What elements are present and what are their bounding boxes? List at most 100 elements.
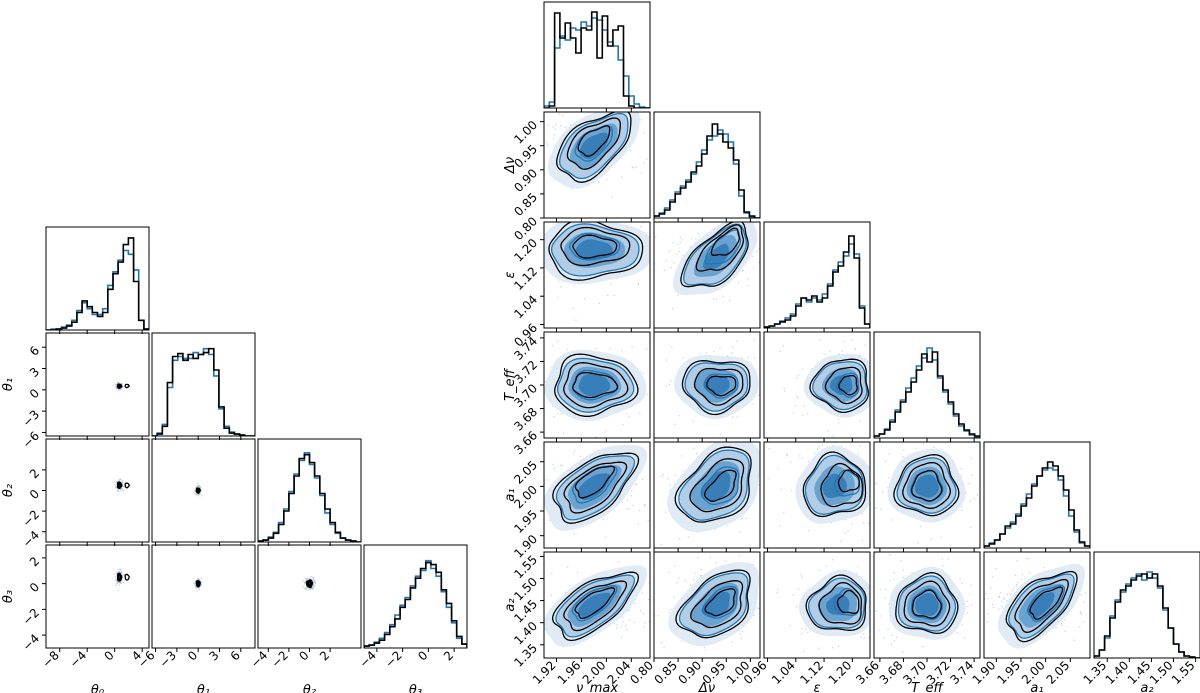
- scatter-point: [754, 357, 756, 359]
- scatter-point: [630, 495, 632, 497]
- scatter-point: [967, 605, 969, 608]
- scatter-point: [540, 374, 541, 375]
- scatter-point: [821, 444, 824, 446]
- scatter-point: [655, 595, 656, 596]
- scatter-point: [753, 339, 755, 342]
- scatter-point: [670, 379, 672, 382]
- x-tick-label: −8: [39, 648, 61, 670]
- scatter-point: [768, 377, 769, 378]
- scatter-point: [682, 469, 684, 472]
- scatter-point: [193, 582, 195, 584]
- scatter-point: [638, 509, 641, 512]
- scatter-point: [654, 105, 655, 106]
- y-tick-label: 2: [27, 554, 42, 569]
- scatter-point: [769, 620, 770, 621]
- scatter-point: [854, 671, 855, 672]
- scatter-point: [511, 142, 512, 143]
- scatter-point: [959, 578, 961, 580]
- scatter-point: [978, 589, 979, 590]
- scatter-point: [613, 623, 616, 625]
- scatter-point: [193, 491, 195, 493]
- x-tick-label: −3: [157, 648, 179, 670]
- scatter-point: [872, 521, 873, 522]
- panel-frame: [763, 441, 871, 549]
- x-tick-label: 3.74: [947, 658, 976, 687]
- scatter-point: [117, 493, 119, 495]
- scatter-point: [708, 215, 709, 216]
- scatter-point: [641, 478, 644, 480]
- x-axis-label-a1: a₁: [1030, 681, 1043, 693]
- scatter-point: [118, 478, 120, 481]
- scatter-point: [640, 615, 641, 616]
- scatter-point: [566, 210, 567, 211]
- scatter-point: [746, 285, 749, 287]
- scatter-point: [553, 416, 556, 418]
- scatter-point: [546, 144, 548, 146]
- scatter-point: [652, 523, 653, 524]
- contour-black: [836, 589, 860, 614]
- scatter-point: [767, 478, 769, 480]
- scatter-point: [682, 254, 684, 256]
- contour-black: [837, 469, 860, 493]
- scatter-point: [660, 481, 661, 482]
- scatter-point: [756, 250, 758, 253]
- scatter-point: [583, 298, 586, 300]
- scatter-point: [660, 268, 661, 269]
- scatter-point: [573, 216, 574, 217]
- scatter-point: [117, 490, 120, 492]
- scatter-point: [738, 555, 741, 557]
- scatter-point: [807, 631, 809, 634]
- scatter-point: [956, 632, 958, 634]
- scatter-point: [662, 276, 663, 277]
- scatter-point: [536, 485, 537, 486]
- contour-black: [117, 483, 122, 488]
- panel-frame: [257, 544, 362, 649]
- scatter-point: [969, 500, 972, 502]
- scatter-point: [966, 612, 969, 614]
- contour-black: [893, 454, 960, 517]
- contour-black: [196, 488, 200, 493]
- scatter-point: [631, 346, 633, 348]
- histogram-theta3-black: [364, 561, 467, 648]
- scatter-point: [643, 132, 645, 134]
- panel-theta2-theta0: −4−2 0 2: [20, 438, 150, 550]
- density-fill: [703, 375, 730, 396]
- scatter-point: [697, 425, 698, 426]
- scatter-point: [305, 588, 307, 590]
- scatter-point: [460, 444, 461, 445]
- scatter-point: [801, 627, 803, 630]
- scatter-point: [838, 353, 840, 355]
- scatter-point: [618, 561, 620, 563]
- scatter-point: [199, 492, 202, 495]
- scatter-point: [304, 583, 306, 585]
- scatter-point: [831, 647, 834, 649]
- scatter-point: [115, 383, 117, 386]
- scatter-point: [669, 389, 670, 390]
- scatter-point: [891, 634, 893, 637]
- scatter-point: [837, 418, 840, 420]
- scatter-point: [196, 495, 199, 497]
- contour-blue: [678, 572, 749, 637]
- scatter-point: [552, 344, 554, 347]
- histogram-theta2-blue: [258, 452, 361, 542]
- scatter-point: [758, 261, 760, 264]
- scatter-point: [794, 405, 797, 407]
- contour-black: [681, 360, 751, 416]
- scatter-point: [768, 448, 770, 450]
- contour-black: [710, 227, 740, 256]
- scatter-point: [1084, 592, 1087, 594]
- x-tick-label: −4: [67, 648, 89, 670]
- scatter-point: [969, 593, 971, 595]
- scatter-point: [656, 146, 657, 147]
- scatter-point: [642, 372, 644, 374]
- scatter-point: [883, 382, 884, 383]
- scatter-point: [491, 475, 492, 476]
- scatter-point: [631, 443, 632, 444]
- scatter-point: [766, 572, 767, 573]
- scatter-point: [774, 640, 775, 641]
- panel-frame: [45, 332, 150, 437]
- scatter-point: [643, 626, 646, 628]
- contour-black: [117, 574, 122, 580]
- scatter-point: [741, 518, 743, 520]
- scatter-point: [553, 134, 555, 136]
